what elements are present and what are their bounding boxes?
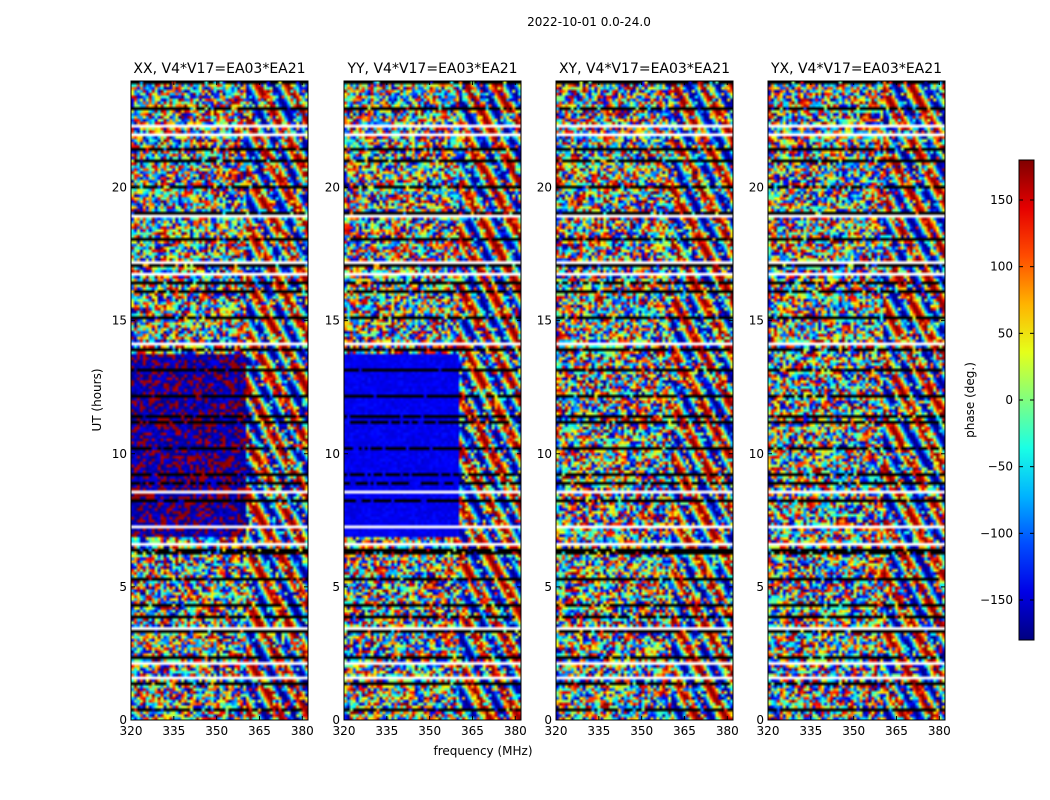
panel-frame xyxy=(767,80,946,721)
y-tick-label: 0 xyxy=(544,713,552,727)
heatmap-xy xyxy=(556,81,733,720)
panel-xx: XX, V4*V17=EA03*EA21 0 5 10 15 20 320 335 350 365… xyxy=(112,61,314,738)
panel-title: YX, V4*V17=EA03*EA21 xyxy=(770,61,942,77)
x-tick-label: 350 xyxy=(842,724,865,738)
colorbar: −150 −100 −50 0 50 100 150 xyxy=(980,159,1035,641)
colorbar-label: phase (deg.) xyxy=(963,362,977,438)
colorbar-tick-label: 100 xyxy=(990,260,1013,274)
panel-title: XX, V4*V17=EA03*EA21 xyxy=(133,61,305,77)
y-tick-label: 0 xyxy=(119,713,127,727)
x-tick-label: 320 xyxy=(757,724,780,738)
heatmap-yx xyxy=(768,81,945,720)
x-tick-label: 320 xyxy=(120,724,143,738)
y-tick-label: 0 xyxy=(756,713,764,727)
y-tick-label: 20 xyxy=(537,181,552,195)
x-tick-label: 335 xyxy=(375,724,398,738)
panel-yx: YX, V4*V17=EA03*EA21 0 5 10 15 20 320 335 350 365… xyxy=(749,61,951,738)
figure-suptitle: 2022-10-01 0.0-24.0 xyxy=(527,15,651,29)
panel-yy: YY, V4*V17=EA03*EA21 0 5 10 15 20 320 335 350 365… xyxy=(325,61,527,738)
colorbar-tick-label: 50 xyxy=(998,326,1013,340)
x-tick-label: 335 xyxy=(162,724,185,738)
x-tick-label: 335 xyxy=(587,724,610,738)
x-tick-label: 320 xyxy=(333,724,356,738)
y-tick-label: 0 xyxy=(332,713,340,727)
colorbar-tick-label: −150 xyxy=(980,593,1013,607)
y-tick-label: 5 xyxy=(332,580,340,594)
panel-title: YY, V4*V17=EA03*EA21 xyxy=(346,61,517,77)
y-tick-label: 5 xyxy=(544,580,552,594)
colorbar-tick-label: −100 xyxy=(980,526,1013,540)
y-tick-label: 15 xyxy=(112,314,127,328)
x-tick-label: 350 xyxy=(205,724,228,738)
x-tick-label: 380 xyxy=(928,724,951,738)
colorbar-tick-label: −50 xyxy=(988,460,1013,474)
y-tick-label: 15 xyxy=(749,314,764,328)
y-tick-label: 20 xyxy=(112,181,127,195)
y-tick-label: 10 xyxy=(112,447,127,461)
x-axis-label: frequency (MHz) xyxy=(433,744,532,758)
x-tick-label: 365 xyxy=(885,724,908,738)
panel-title: XY, V4*V17=EA03*EA21 xyxy=(559,61,730,77)
y-tick-label: 10 xyxy=(325,447,340,461)
y-tick-label: 15 xyxy=(537,314,552,328)
y-tick-label: 10 xyxy=(749,447,764,461)
y-tick-label: 20 xyxy=(325,181,340,195)
x-tick-label: 350 xyxy=(630,724,653,738)
panel-xy: XY, V4*V17=EA03*EA21 0 5 10 15 20 320 335 350 365… xyxy=(537,61,739,738)
y-tick-label: 10 xyxy=(537,447,552,461)
panel-frame xyxy=(555,80,734,721)
x-tick-label: 380 xyxy=(291,724,314,738)
x-tick-label: 380 xyxy=(716,724,739,738)
panels-group: XX, V4*V17=EA03*EA21 0 5 10 15 20 320 335 350 365… xyxy=(112,61,951,738)
y-tick-label: 20 xyxy=(749,181,764,195)
x-tick-label: 365 xyxy=(461,724,484,738)
x-tick-label: 365 xyxy=(673,724,696,738)
x-tick-label: 365 xyxy=(248,724,271,738)
x-tick-label: 350 xyxy=(418,724,441,738)
y-axis-label: UT (hours) xyxy=(90,368,104,431)
colorbar-tick-label: 0 xyxy=(1005,393,1013,407)
y-tick-label: 5 xyxy=(756,580,764,594)
panel-frame xyxy=(130,80,309,721)
x-tick-label: 380 xyxy=(504,724,527,738)
colorbar-tick-label: 150 xyxy=(990,193,1013,207)
x-tick-label: 320 xyxy=(545,724,568,738)
y-tick-label: 5 xyxy=(119,580,127,594)
y-tick-label: 15 xyxy=(325,314,340,328)
heatmap-xx xyxy=(131,81,308,720)
x-tick-label: 335 xyxy=(799,724,822,738)
heatmap-yy xyxy=(344,81,521,720)
panel-frame xyxy=(343,80,522,721)
